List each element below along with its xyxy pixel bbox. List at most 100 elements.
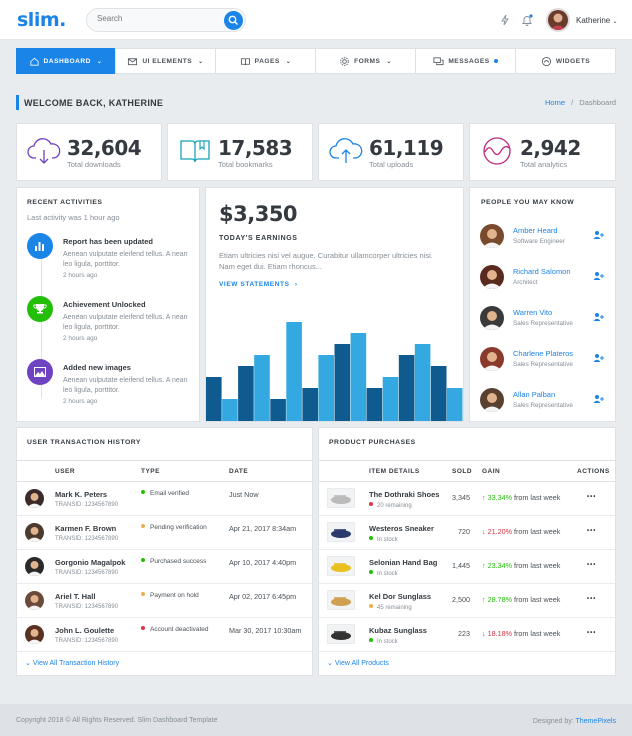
add-friend-icon[interactable] bbox=[593, 394, 604, 404]
nav-item-messages[interactable]: MESSAGES bbox=[416, 49, 516, 73]
more-actions-icon[interactable]: ••• bbox=[587, 528, 597, 534]
table-row[interactable]: Gorgonio Magalpok TRANSID: 1234567890 Purc… bbox=[17, 550, 312, 584]
nav-item-forms[interactable]: FORMS ⌄ bbox=[316, 49, 416, 73]
gain-percent: 18.18% bbox=[487, 629, 512, 638]
designer-credit: Designed by: ThemePixels bbox=[532, 718, 616, 725]
designer-link[interactable]: ThemePixels bbox=[575, 718, 616, 725]
nav-label: UI ELEMENTS bbox=[142, 57, 193, 65]
person-name[interactable]: Amber Heard bbox=[513, 226, 558, 235]
breadcrumb-current: Dashboard bbox=[579, 98, 616, 107]
avatar[interactable] bbox=[480, 224, 504, 248]
bolt-icon[interactable] bbox=[499, 14, 511, 26]
table-row[interactable]: John L. Goulette TRANSID: 1234567890 Accou… bbox=[17, 618, 312, 652]
transaction-type: Payment on hold bbox=[141, 592, 199, 599]
avatar-image bbox=[480, 224, 504, 248]
stat-card-uploads: 61,119 Total uploads bbox=[318, 123, 464, 181]
gain-percent: 28.78% bbox=[487, 595, 512, 604]
avatar-image bbox=[25, 523, 44, 542]
stat-card-analytics: 2,942 Total analytics bbox=[469, 123, 616, 181]
view-all-products-link[interactable]: chevron-down-icon⌄View All Products bbox=[327, 660, 389, 667]
chart-bar bbox=[446, 388, 463, 421]
add-friend-icon[interactable] bbox=[593, 353, 604, 363]
table-row[interactable]: Kubaz Sunglass In stock 223 ↓ 18.18% from la… bbox=[319, 618, 615, 652]
table-row[interactable]: Kel Dor Sunglass 45 remaining 2,500 ↑ 28.78%… bbox=[319, 584, 615, 618]
status-dot bbox=[141, 558, 145, 562]
table-row[interactable]: Karmen F. Brown TRANSID: 1234567890 Pendin… bbox=[17, 516, 312, 550]
avatar bbox=[25, 489, 44, 508]
transaction-id: TRANSID: 1234567890 bbox=[55, 604, 119, 610]
person-item: Allan Palban Sales Representative bbox=[480, 387, 604, 417]
transaction-type: Pending verification bbox=[141, 524, 207, 531]
user-name: Karmen F. Brown bbox=[55, 524, 117, 533]
card-title: RECENT ACTIVITIES bbox=[27, 199, 103, 206]
status-dot bbox=[141, 524, 145, 528]
more-actions-icon[interactable]: ••• bbox=[587, 596, 597, 602]
table-row[interactable]: Ariel T. Hall TRANSID: 1234567890 Payment … bbox=[17, 584, 312, 618]
person-name[interactable]: Warren Vito bbox=[513, 308, 553, 317]
chart-bar bbox=[270, 399, 286, 421]
avatar[interactable] bbox=[480, 265, 504, 289]
person-name[interactable]: Richard Salomon bbox=[513, 267, 571, 276]
person-role: Sales Representative bbox=[513, 402, 573, 409]
type-label: Purchased success bbox=[150, 558, 207, 565]
status-dot bbox=[141, 490, 145, 494]
view-all-transactions-link[interactable]: chevron-down-icon⌄View All Transaction H… bbox=[25, 660, 120, 667]
stock-label: In stock bbox=[377, 639, 398, 645]
user-name: Ariel T. Hall bbox=[55, 592, 96, 601]
add-friend-icon[interactable] bbox=[593, 230, 604, 240]
chevron-right-icon: › bbox=[294, 281, 298, 288]
person-role: Software Engineer bbox=[513, 238, 565, 245]
table-row[interactable]: Selonian Hand Bag In stock 1,445 ↑ 23.34% fr… bbox=[319, 550, 615, 584]
footer: Copyright 2018 © All Rights Reserved. Sl… bbox=[0, 704, 632, 736]
nav-item-widgets[interactable]: WIDGETS bbox=[516, 49, 615, 73]
gear-icon bbox=[340, 56, 349, 66]
user-name: John L. Goulette bbox=[55, 626, 115, 635]
avatar[interactable] bbox=[480, 306, 504, 330]
avatar bbox=[25, 591, 44, 610]
product-image bbox=[327, 522, 355, 542]
nav-item-dashboard[interactable]: DASHBOARD ⌄ bbox=[16, 48, 116, 74]
stock-status: In stock bbox=[369, 638, 398, 645]
more-actions-icon[interactable]: ••• bbox=[587, 630, 597, 636]
search-button[interactable] bbox=[224, 11, 243, 30]
chevron-down-icon: ⌄ bbox=[96, 58, 103, 65]
breadcrumb-home[interactable]: Home bbox=[545, 98, 566, 107]
chart-bar bbox=[414, 344, 431, 421]
activity-description: Aenean vulputate eleifend tellus. A nean… bbox=[63, 377, 188, 394]
avatar[interactable] bbox=[480, 388, 504, 412]
bell-icon[interactable] bbox=[521, 14, 533, 26]
chart-bar bbox=[430, 366, 447, 421]
stat-label: Total analytics bbox=[520, 160, 568, 169]
search-input[interactable] bbox=[97, 14, 217, 23]
avatar[interactable] bbox=[480, 347, 504, 371]
gauge-icon bbox=[541, 56, 551, 66]
nav-item-ui-elements[interactable]: UI ELEMENTS ⌄ bbox=[116, 49, 216, 73]
product-image bbox=[327, 488, 355, 508]
nav-item-pages[interactable]: PAGES ⌄ bbox=[216, 49, 316, 73]
table-row[interactable]: Mark K. Peters TRANSID: 1234567890 Email v… bbox=[17, 482, 312, 516]
gain-percent: 21.20% bbox=[487, 527, 512, 536]
more-actions-icon[interactable]: ••• bbox=[587, 494, 597, 500]
stock-label: In stock bbox=[377, 571, 398, 577]
avatar-image bbox=[480, 388, 504, 412]
sold-count: 1,445 bbox=[452, 561, 470, 570]
logo[interactable]: slim. bbox=[17, 9, 66, 31]
avatar-image bbox=[480, 306, 504, 330]
person-name[interactable]: Allan Palban bbox=[513, 390, 556, 399]
stock-status: In stock bbox=[369, 570, 398, 577]
image-icon bbox=[34, 367, 46, 377]
transaction-id: TRANSID: 1234567890 bbox=[55, 502, 119, 508]
chevron-down-icon: ⌄ bbox=[285, 58, 292, 65]
table-row[interactable]: The Dothraki Shoes 20 remaining 3,345 ↑ 33.3… bbox=[319, 482, 615, 516]
view-statements-link[interactable]: VIEW STATEMENTS › bbox=[219, 281, 298, 288]
add-friend-icon[interactable] bbox=[593, 271, 604, 281]
more-actions-icon[interactable]: ••• bbox=[587, 562, 597, 568]
product-thumbnail bbox=[331, 529, 351, 538]
status-dot bbox=[369, 638, 373, 642]
nav-label: PAGES bbox=[254, 57, 280, 65]
book-open-icon bbox=[180, 140, 210, 163]
add-friend-icon[interactable] bbox=[593, 312, 604, 322]
table-row[interactable]: Westeros Sneaker In stock 720 ↓ 21.20% from … bbox=[319, 516, 615, 550]
gain-percent: 23.34% bbox=[487, 561, 512, 570]
person-name[interactable]: Charlene Plateros bbox=[513, 349, 574, 358]
